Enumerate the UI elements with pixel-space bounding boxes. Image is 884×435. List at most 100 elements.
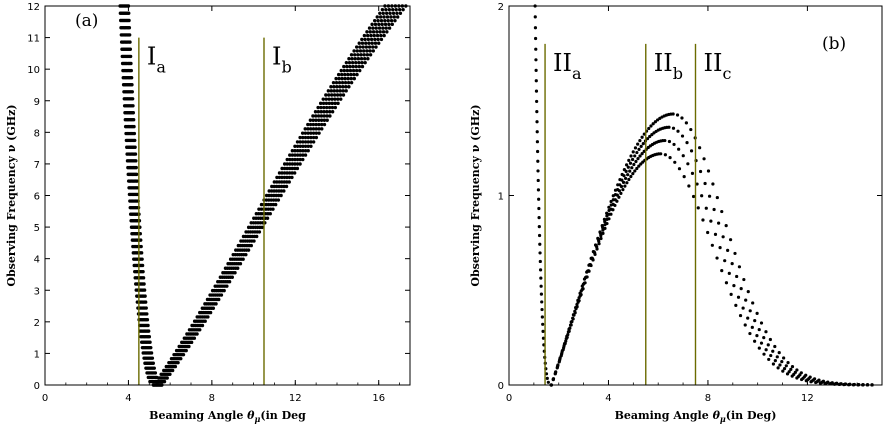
data-point: [739, 287, 743, 291]
data-point: [690, 171, 695, 175]
data-point: [675, 113, 680, 117]
data-point: [391, 11, 396, 15]
data-point: [332, 89, 337, 93]
data-point: [638, 138, 642, 143]
data-point: [686, 162, 690, 166]
data-point: [293, 157, 297, 162]
data-point: [303, 127, 307, 131]
data-point: [131, 111, 136, 115]
y-tick-label: 6: [34, 192, 40, 203]
data-point: [596, 236, 600, 241]
data-point: [319, 110, 323, 114]
data-point: [539, 284, 543, 288]
data-point: [726, 248, 730, 252]
data-point: [536, 159, 540, 163]
data-point: [700, 194, 704, 198]
data-point: [192, 336, 197, 340]
data-point: [540, 300, 544, 304]
data-point: [259, 202, 264, 207]
data-point: [282, 175, 287, 180]
panel-b-x-ticks: 0 4 8 12: [506, 6, 883, 404]
x-tick-label: 4: [125, 393, 131, 404]
data-point: [309, 131, 313, 135]
data-point: [195, 332, 199, 336]
data-point: [179, 356, 183, 361]
data-point: [394, 7, 398, 12]
data-point: [575, 302, 579, 307]
y-tick-label: 0: [34, 381, 40, 392]
data-point: [766, 343, 770, 347]
data-point: [357, 64, 362, 69]
data-point: [311, 118, 315, 122]
data-point: [219, 293, 224, 297]
data-point: [271, 207, 275, 211]
data-point: [379, 37, 384, 42]
data-point: [635, 166, 639, 171]
data-point: [598, 230, 602, 234]
data-point: [384, 26, 388, 30]
data-point: [156, 379, 160, 384]
data-point: [277, 189, 281, 193]
data-point: [535, 140, 540, 144]
data-point: [376, 37, 380, 42]
data-point: [371, 26, 375, 30]
data-point: [778, 363, 782, 367]
data-point: [148, 340, 152, 344]
data-point: [574, 305, 578, 310]
data-point: [390, 22, 394, 27]
data-point: [601, 231, 605, 235]
data-point: [537, 206, 541, 211]
data-point: [671, 112, 675, 116]
data-point: [620, 172, 624, 177]
data-point: [704, 206, 708, 210]
data-point: [327, 97, 331, 101]
data-point: [173, 364, 178, 369]
data-point: [613, 188, 618, 192]
data-point: [781, 369, 785, 373]
data-point: [170, 368, 175, 373]
data-point: [259, 207, 263, 211]
data-point: [134, 165, 138, 170]
data-point: [357, 60, 361, 65]
data-point: [346, 72, 350, 77]
data-point: [341, 93, 346, 97]
data-point: [282, 189, 286, 193]
data-point: [391, 7, 395, 12]
data-point: [338, 85, 342, 89]
data-point: [368, 53, 373, 57]
data-point: [599, 236, 603, 241]
data-point: [316, 110, 321, 114]
y-tick-label: 5: [34, 223, 40, 234]
data-point: [755, 334, 759, 338]
data-point: [395, 11, 399, 15]
data-point: [626, 165, 630, 169]
data-point: [354, 64, 358, 69]
data-point: [327, 101, 332, 106]
data-point: [198, 328, 202, 332]
data-point: [269, 202, 273, 207]
data-point: [352, 72, 356, 77]
data-point: [339, 97, 343, 101]
data-point: [287, 180, 291, 184]
data-point: [776, 366, 780, 370]
data-point: [189, 340, 194, 345]
data-point: [295, 153, 300, 157]
data-point: [672, 142, 676, 147]
data-point: [378, 30, 382, 34]
data-point: [325, 114, 329, 118]
data-point: [279, 184, 284, 189]
data-point: [393, 18, 397, 23]
data-point: [311, 114, 315, 118]
data-point: [277, 175, 282, 180]
data-point: [257, 207, 261, 211]
data-point: [129, 68, 133, 73]
data-point: [333, 105, 338, 110]
data-point: [288, 162, 292, 166]
data-point: [275, 184, 279, 189]
data-point: [743, 323, 747, 327]
data-point: [777, 351, 781, 355]
data-point: [311, 140, 316, 144]
data-point: [535, 130, 539, 134]
data-point: [362, 49, 366, 53]
data-point: [282, 162, 287, 166]
